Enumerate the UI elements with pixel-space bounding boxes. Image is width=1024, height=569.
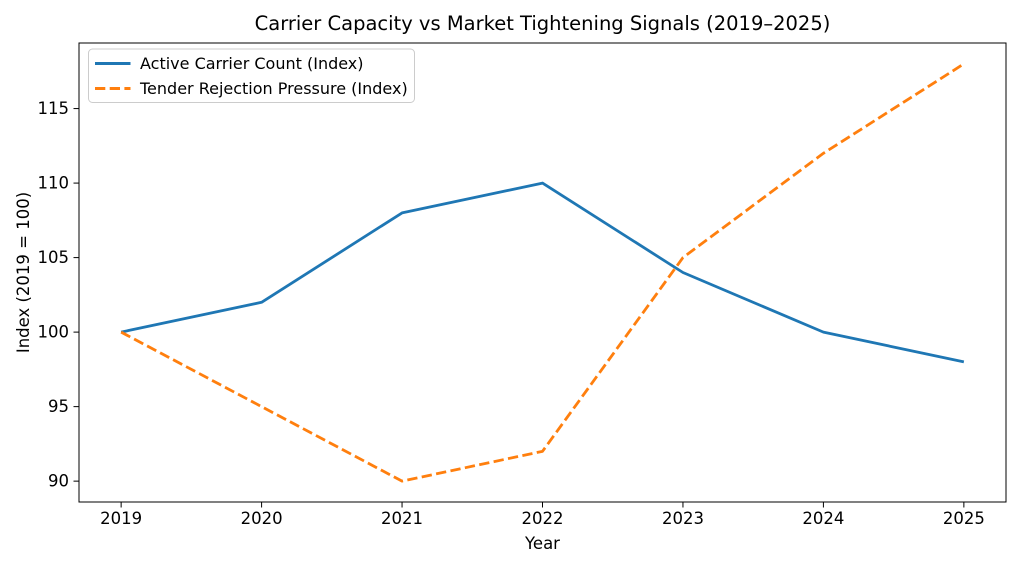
chart-title: Carrier Capacity vs Market Tightening Si… <box>255 12 831 35</box>
data-line-1-tender-rejection-pressure-index <box>120 62 965 483</box>
y-tick-label: 105 <box>38 248 70 267</box>
x-tick-label: 2022 <box>522 509 564 528</box>
y-tick-label: 90 <box>48 472 69 491</box>
x-tick-label: 2024 <box>802 509 844 528</box>
x-tick-label: 2020 <box>241 509 283 528</box>
y-tick-label: 95 <box>48 397 69 416</box>
y-axis-label: Index (2019 = 100) <box>14 192 33 353</box>
y-tick-label: 100 <box>38 323 70 342</box>
x-tick-label: 2023 <box>662 509 704 528</box>
x-axis-label: Year <box>524 534 560 553</box>
y-tick-label: 115 <box>38 99 70 118</box>
x-tick-label: 2019 <box>100 509 142 528</box>
data-line-0-active-carrier-count-index <box>120 181 965 364</box>
x-tick-label: 2021 <box>381 509 423 528</box>
legend-box <box>88 48 415 103</box>
y-tick-label: 110 <box>38 174 70 193</box>
plot-border <box>78 42 1007 503</box>
legend-label-1: Tender Rejection Pressure (Index) <box>139 79 408 98</box>
legend-label-0: Active Carrier Count (Index) <box>140 54 364 73</box>
x-tick-label: 2025 <box>943 509 985 528</box>
